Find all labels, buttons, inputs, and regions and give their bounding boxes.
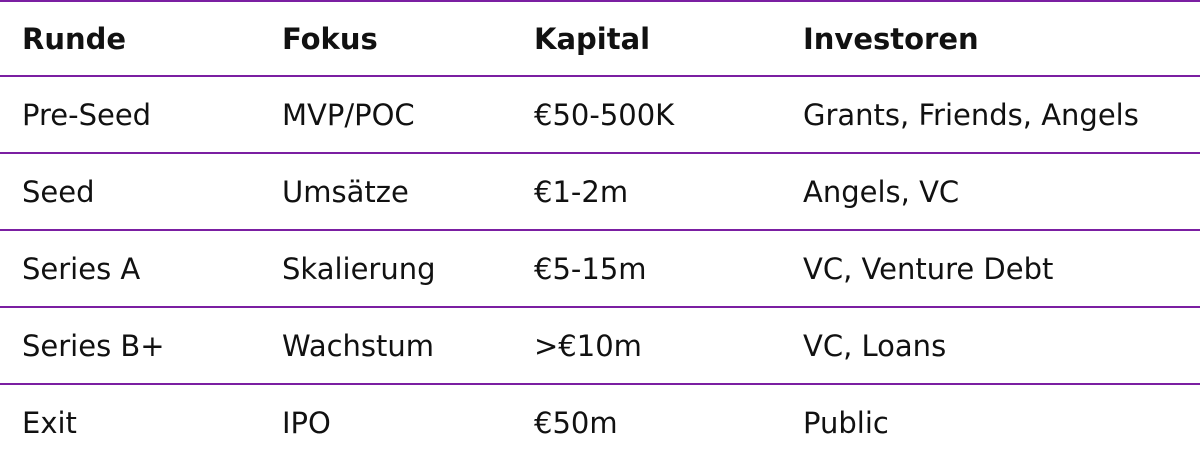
table-row: Exit IPO €50m Public <box>0 384 1200 460</box>
header-cell: Runde <box>0 0 260 77</box>
table-cell: Series B+ <box>0 307 260 385</box>
header-cell: Investoren <box>781 0 1200 77</box>
table-cell: €1-2m <box>512 153 781 231</box>
table-cell: €50m <box>534 405 618 440</box>
table-body: Pre-Seed MVP/POC €50-500K Grants, Friends, … <box>0 76 1200 460</box>
table-row: Pre-Seed MVP/POC €50-500K Grants, Friends, … <box>0 76 1200 154</box>
table-cell: >€10m <box>512 307 781 385</box>
table-row: Seed Umsätze €1-2m Angels, VC <box>0 153 1200 231</box>
table-cell: VC, Loans <box>781 307 1200 385</box>
table-cell: Angels, VC <box>781 153 1200 231</box>
table-cell: Public <box>803 405 889 440</box>
table-cell: Grants, Friends, Angels <box>781 76 1200 154</box>
table-cell: Exit <box>22 405 77 440</box>
table-header: Runde Fokus Kapital Investoren <box>0 0 1200 77</box>
table-cell: €5-15m <box>512 230 781 308</box>
header-row: Runde Fokus Kapital Investoren <box>0 0 1200 77</box>
table-cell: Wachstum <box>260 307 512 385</box>
table-cell: Pre-Seed <box>0 76 260 154</box>
table-cell: MVP/POC <box>260 76 512 154</box>
table-cell: VC, Venture Debt <box>781 230 1200 308</box>
table-cell: €50-500K <box>512 76 781 154</box>
table-cell: IPO <box>282 405 331 440</box>
header-cell: Fokus <box>260 0 512 77</box>
header-cell: Kapital <box>512 0 781 77</box>
table-row: Series A Skalierung €5-15m VC, Venture Debt <box>0 230 1200 308</box>
table-row: Series B+ Wachstum >€10m VC, Loans <box>0 307 1200 385</box>
table-cell: Umsätze <box>260 153 512 231</box>
table-cell: Series A <box>0 230 260 308</box>
table-cell: Seed <box>0 153 260 231</box>
table-cell: Skalierung <box>260 230 512 308</box>
